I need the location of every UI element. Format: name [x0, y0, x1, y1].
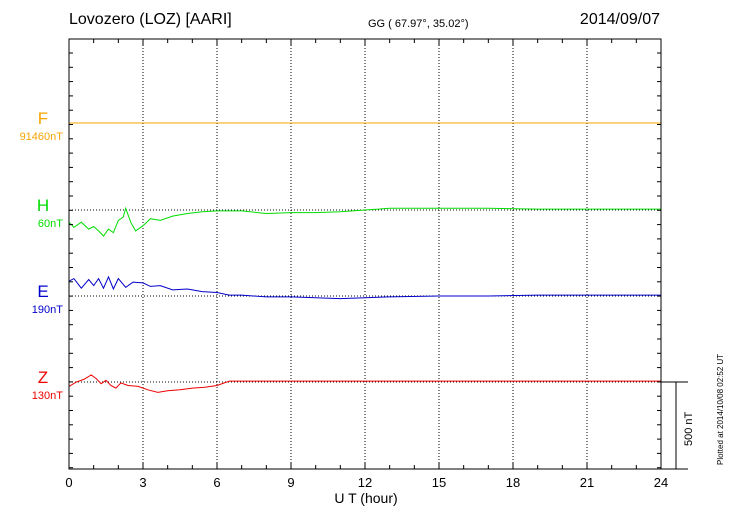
- component-scale-H: 60nT: [38, 218, 63, 230]
- x-tick-label-0: 0: [65, 475, 72, 490]
- trace-E: [68, 275, 661, 300]
- x-tick-label-24: 24: [654, 475, 668, 490]
- component-scale-F: 91460nT: [20, 131, 64, 143]
- component-scale-Z: 130nT: [32, 390, 63, 402]
- grid-lines: [69, 39, 661, 469]
- trace-H: [68, 206, 661, 237]
- x-tick-label-15: 15: [432, 475, 446, 490]
- x-axis-label: U T (hour): [334, 490, 397, 506]
- plot-frame: [68, 38, 662, 470]
- x-ticks: 0 3 6 9 12 15 18 21 24: [65, 39, 668, 490]
- component-letter-F: F: [38, 109, 48, 128]
- component-scale-E: 190nT: [32, 304, 63, 316]
- component-labels: F 91460nT H 60nT E 190nT Z 130nT: [20, 109, 64, 402]
- scale-bar: 500 nT: [661, 381, 695, 470]
- x-tick-label-12: 12: [358, 475, 372, 490]
- x-tick-label-6: 6: [213, 475, 220, 490]
- trace-Z: [68, 374, 661, 393]
- component-letter-E: E: [37, 282, 48, 301]
- x-tick-label-9: 9: [287, 475, 294, 490]
- x-tick-label-18: 18: [506, 475, 520, 490]
- component-letter-Z: Z: [38, 368, 48, 387]
- axes: [68, 38, 662, 470]
- x-tick-label-21: 21: [580, 475, 594, 490]
- chart-date: 2014/09/07: [579, 11, 660, 28]
- station-title: Lovozero (LOZ) [AARI]: [69, 11, 232, 28]
- geographic-coordinates: GG ( 67.97°, 35.02°): [368, 18, 469, 30]
- component-letter-H: H: [37, 196, 49, 215]
- trace-group: [68, 122, 661, 393]
- scale-bar-label: 500 nT: [683, 411, 695, 446]
- x-tick-label-3: 3: [139, 475, 146, 490]
